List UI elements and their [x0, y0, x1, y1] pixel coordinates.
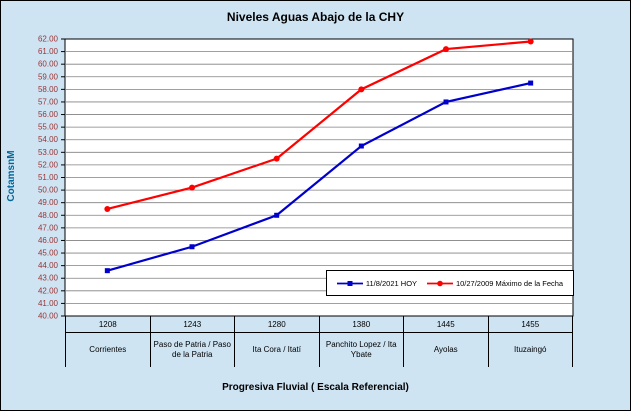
x-category: 1208 Corrientes: [66, 316, 151, 367]
series-marker-1: [527, 38, 534, 45]
y-tick-label: 48.00: [38, 211, 59, 220]
legend-item-0: 11/8/2021 HOY: [336, 278, 418, 288]
series-marker-0: [104, 268, 110, 274]
x-category-km: 1445: [404, 316, 488, 333]
y-tick-label: 62.00: [38, 35, 59, 44]
y-tick-label: 45.00: [38, 249, 59, 258]
y-tick-label: 54.00: [38, 135, 59, 144]
y-tick-label: 58.00: [38, 85, 59, 94]
x-category-km: 1380: [319, 316, 403, 333]
series-marker-1: [189, 184, 195, 191]
y-tick-label: 49.00: [38, 198, 59, 207]
legend-item-1: 10/27/2009 Máximo de la Fecha: [426, 278, 564, 288]
x-category-km: 1455: [488, 316, 572, 333]
x-axis-category-table: 1208 Corrientes 1243 Paso de Patria / Paso …: [65, 316, 573, 367]
y-tick-label: 52.00: [38, 160, 59, 169]
y-tick-label: 44.00: [38, 261, 59, 270]
x-category-km: 1208: [66, 316, 150, 333]
x-category: 1445 Ayolas: [404, 316, 489, 367]
y-tick-label: 51.00: [38, 173, 59, 182]
x-category-name: Paso de Patria / Paso de la Patria: [153, 340, 231, 359]
series-marker-0: [189, 244, 195, 250]
y-tick-label: 40.00: [38, 312, 59, 321]
legend-marker-square-icon: [336, 280, 363, 286]
chart-title: Niveles Aguas Abajo de la CHY: [226, 10, 405, 24]
y-tick-label: 56.00: [38, 110, 59, 119]
x-axis-title: Progresiva Fluvial ( Escala Referencial): [222, 382, 409, 393]
y-tick-label: 53.00: [38, 148, 59, 157]
series-line-1: [107, 40, 531, 211]
series-marker-1: [104, 205, 111, 212]
series-marker-0: [528, 80, 534, 86]
series-marker-1: [358, 86, 365, 93]
legend-marker-circle-icon: [426, 280, 453, 286]
y-tick-label: 41.00: [38, 299, 59, 308]
y-tick-label: 60.00: [38, 60, 59, 69]
x-category: 1455 Ituzaingó: [488, 316, 573, 367]
y-tick-label: 46.00: [38, 236, 59, 245]
legend-label-0: 11/8/2021 HOY: [365, 278, 418, 288]
series-marker-0: [443, 99, 449, 105]
series-marker-1: [273, 155, 280, 162]
x-category-name: Corrientes: [89, 345, 127, 354]
legend-label-1: 10/27/2009 Máximo de la Fecha: [455, 278, 564, 288]
x-category: 1243 Paso de Patria / Paso de la Patria: [150, 316, 235, 367]
x-category-km: 1280: [235, 316, 319, 333]
x-category: 1380 Panchito Lopez / Ita Ybate: [319, 316, 404, 367]
series-marker-1: [443, 46, 449, 53]
y-tick-label: 61.00: [38, 47, 59, 56]
x-category-name: Ayolas: [433, 345, 458, 354]
x-category-km: 1243: [150, 316, 234, 333]
y-tick-label: 47.00: [38, 223, 59, 232]
x-category-name: Ituzaingó: [514, 345, 547, 354]
legend: 11/8/2021 HOY 10/27/2009 Máximo de la Fec…: [326, 270, 574, 296]
series-marker-0: [358, 143, 364, 149]
x-category: 1280 Ita Cora / Itatí: [235, 316, 320, 367]
y-tick-label: 57.00: [38, 97, 59, 106]
y-tick-label: 59.00: [38, 72, 59, 81]
y-tick-label: 55.00: [38, 123, 59, 132]
y-tick-label: 50.00: [38, 186, 59, 195]
y-tick-label: 43.00: [38, 274, 59, 283]
x-category-name: Panchito Lopez / Ita Ybate: [325, 340, 397, 359]
series-marker-0: [274, 212, 280, 218]
series-line-0: [107, 81, 531, 272]
x-category-name: Ita Cora / Itatí: [252, 345, 301, 354]
y-tick-label: 42.00: [38, 286, 59, 295]
